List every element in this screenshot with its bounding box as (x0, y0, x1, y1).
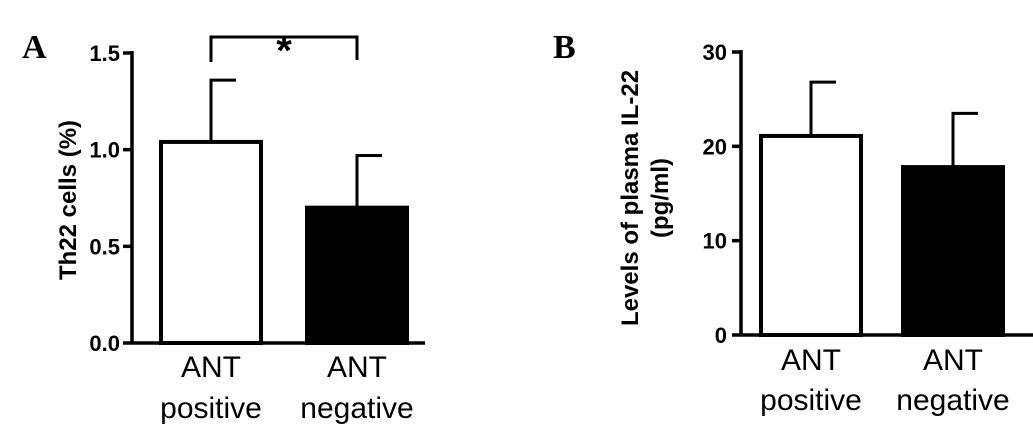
y-axis-title-b-line2: (pg/ml) (647, 158, 674, 238)
x-category-label: ANT (923, 344, 983, 377)
significance-marker: * (276, 29, 292, 73)
plot-area-a: 0.0 0.5 1.0 1.5 ANT positive ANT negative * (89, 29, 425, 425)
x-category-label: negative (300, 392, 413, 425)
x-category-label: ANT (781, 344, 841, 377)
y-axis-title-b-line1: Levels of plasma IL-22 (617, 70, 644, 326)
plot-area-b: 0 10 20 30 ANT positive ANT negative (703, 40, 1033, 417)
x-category-label: ANT (181, 351, 241, 384)
panel-label-a: A (22, 29, 47, 66)
x-category-label: negative (896, 384, 1009, 417)
y-tick-label: 10 (703, 229, 727, 254)
bar (305, 205, 409, 345)
y-axis-title-a: Th22 cells (%) (55, 120, 82, 280)
x-category-label: positive (760, 384, 862, 417)
y-tick-label: 1.5 (89, 41, 120, 66)
panel-b: B Levels of plasma IL-22 (pg/ml) 0 10 20 30… (553, 29, 1033, 417)
panel-label-b: B (553, 29, 576, 66)
y-tick-label: 0.0 (89, 331, 120, 356)
bar (759, 133, 863, 337)
panel-a: A Th22 cells (%) 0.0 0.5 1.0 1.5 ANT positive… (22, 29, 425, 425)
bar (159, 139, 263, 345)
y-tick-label: 0 (715, 323, 727, 348)
y-tick-label: 1.0 (89, 138, 120, 163)
significance-bracket (209, 35, 359, 62)
x-category-label: positive (160, 392, 262, 425)
y-tick-label: 0.5 (89, 234, 120, 259)
bar (901, 165, 1005, 337)
x-category-label: ANT (327, 351, 387, 384)
y-tick-label: 20 (703, 134, 727, 159)
y-tick-label: 30 (703, 40, 727, 65)
